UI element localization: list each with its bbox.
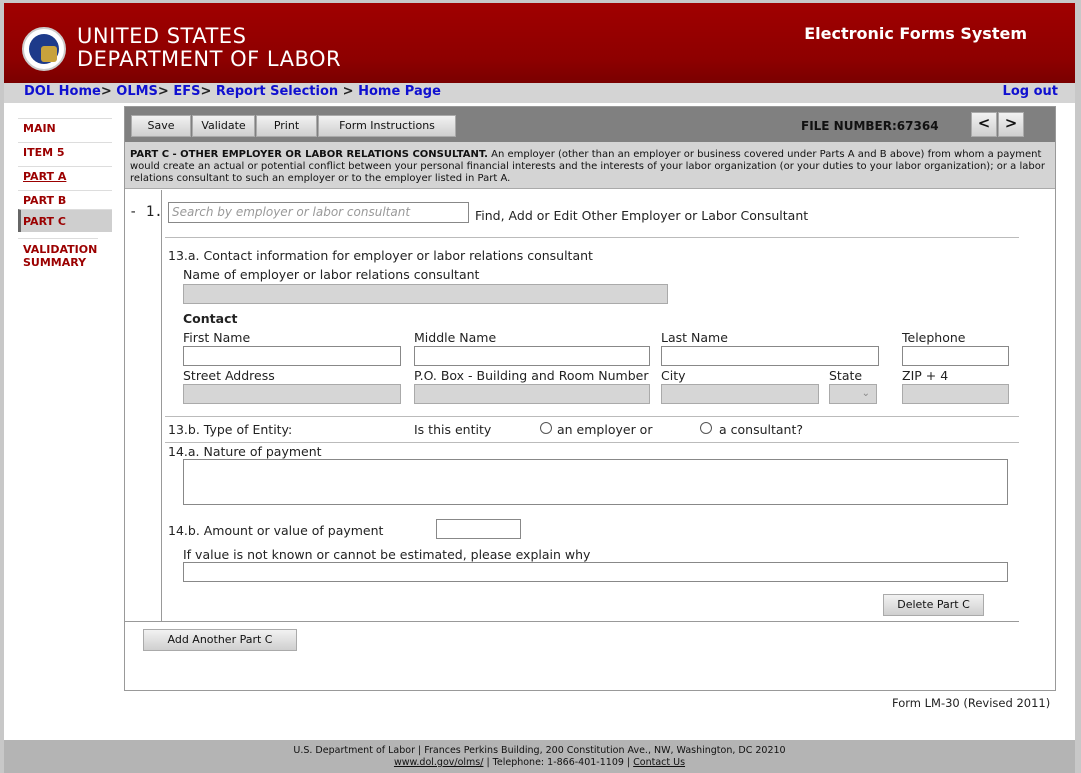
divider — [165, 442, 1019, 443]
section-title: PART C - OTHER EMPLOYER OR LABOR RELATIO… — [130, 149, 488, 160]
q13b-label: 13.b. Type of Entity: — [168, 422, 293, 437]
form-id: Form LM-30 (Revised 2011) — [892, 696, 1051, 710]
org-name-line1: UNITED STATES — [77, 24, 247, 48]
sidebar-nav: MAIN ITEM 5 PART A PART B PART C VALIDAT… — [14, 106, 112, 276]
contact-heading: Contact — [183, 311, 238, 326]
add-another-part-c-button[interactable]: Add Another Part C — [143, 629, 297, 651]
divider — [165, 237, 1019, 238]
toolbar: Save Validate Print Form Instructions FI… — [125, 107, 1055, 142]
crumb-home-page[interactable]: Home Page — [358, 84, 441, 99]
state-label: State — [829, 368, 863, 383]
employer-name-label: Name of employer or labor relations cons… — [183, 267, 480, 282]
last-name-label: Last Name — [661, 330, 728, 345]
validate-button[interactable]: Validate — [192, 115, 255, 137]
footer-contact-link[interactable]: Contact Us — [633, 757, 686, 768]
crumb-efs[interactable]: EFS — [173, 84, 201, 99]
crumb-sep: > — [342, 84, 354, 99]
sidebar-item-part-b[interactable]: PART B — [18, 190, 112, 209]
employer-name-field[interactable] — [183, 284, 668, 304]
sidebar-item-validation-summary[interactable]: VALIDATION SUMMARY — [18, 238, 98, 274]
entity-question: Is this entity — [414, 422, 492, 437]
chevron-down-icon: ⌄ — [861, 388, 870, 399]
last-name-field[interactable] — [661, 346, 879, 366]
previous-button[interactable]: < — [971, 112, 997, 137]
save-button[interactable]: Save — [131, 115, 191, 137]
section-description: PART C - OTHER EMPLOYER OR LABOR RELATIO… — [125, 142, 1055, 189]
file-number: FILE NUMBER:67364 — [801, 119, 939, 133]
street-label: Street Address — [183, 368, 275, 383]
q14b-label: 14.b. Amount or value of payment — [168, 523, 384, 538]
amount-field[interactable] — [436, 519, 521, 539]
logout-link[interactable]: Log out — [1002, 84, 1058, 99]
pobox-label: P.O. Box - Building and Room Number — [414, 368, 649, 383]
employer-search-input[interactable]: Search by employer or labor consultant — [168, 202, 469, 223]
first-name-field[interactable] — [183, 346, 401, 366]
footer-olms-link[interactable]: www.dol.gov/olms/ — [393, 757, 484, 768]
divider — [125, 621, 1019, 622]
system-title: Electronic Forms System — [804, 24, 1027, 43]
sidebar-item-part-a[interactable]: PART A — [18, 166, 112, 190]
crumb-sep: > — [157, 84, 169, 99]
city-field[interactable] — [661, 384, 819, 404]
radio-consultant[interactable] — [700, 422, 712, 434]
footer-address: U.S. Department of Labor | Frances Perki… — [293, 745, 786, 756]
q14a-label: 14.a. Nature of payment — [168, 444, 322, 459]
crumb-dol-home[interactable]: DOL Home — [24, 84, 101, 99]
footer-phone: | Telephone: 1-866-401-1109 | — [483, 757, 634, 768]
search-placeholder: Search by employer or labor consultant — [172, 205, 411, 219]
telephone-field[interactable] — [902, 346, 1009, 366]
entry-number[interactable]: - 1. — [129, 204, 163, 220]
org-name-line2: DEPARTMENT OF LABOR — [77, 47, 342, 71]
zip-field[interactable] — [902, 384, 1009, 404]
breadcrumb: DOL Home> OLMS> EFS> Report Selection > … — [4, 83, 1075, 103]
street-field[interactable] — [183, 384, 401, 404]
entry-divider — [161, 190, 162, 622]
section-text: An employer (other than an employer or b… — [130, 149, 1045, 184]
crumb-olms[interactable]: OLMS — [116, 84, 158, 99]
zip-label: ZIP + 4 — [902, 368, 949, 383]
sidebar-item-part-c[interactable]: PART C — [18, 209, 112, 232]
state-select[interactable]: ⌄ — [829, 384, 877, 404]
site-footer: U.S. Department of Labor | Frances Perki… — [4, 740, 1075, 773]
middle-name-label: Middle Name — [414, 330, 497, 345]
search-hint: Find, Add or Edit Other Employer or Labo… — [475, 208, 809, 223]
divider — [165, 416, 1019, 417]
pobox-field[interactable] — [414, 384, 650, 404]
form-panel: Save Validate Print Form Instructions FI… — [124, 106, 1056, 691]
next-button[interactable]: > — [998, 112, 1024, 137]
crumb-sep: > — [200, 84, 212, 99]
print-button[interactable]: Print — [256, 115, 317, 137]
sidebar-item-main[interactable]: MAIN — [18, 118, 112, 142]
middle-name-field[interactable] — [414, 346, 650, 366]
radio-employer-label: an employer or — [557, 422, 653, 437]
site-header: UNITED STATES DEPARTMENT OF LABOR Electr… — [4, 3, 1075, 83]
delete-part-c-button[interactable]: Delete Part C — [883, 594, 984, 616]
dol-seal-logo[interactable] — [22, 27, 66, 71]
explain-label: If value is not known or cannot be estim… — [183, 547, 591, 562]
explain-field[interactable] — [183, 562, 1008, 582]
telephone-label: Telephone — [902, 330, 966, 345]
crumb-report-selection[interactable]: Report Selection — [215, 84, 339, 99]
radio-employer[interactable] — [540, 422, 552, 434]
radio-consultant-label: a consultant? — [719, 422, 804, 437]
first-name-label: First Name — [183, 330, 251, 345]
sidebar-item-item5[interactable]: ITEM 5 — [18, 142, 112, 166]
crumb-sep: > — [100, 84, 112, 99]
city-label: City — [661, 368, 686, 383]
nature-of-payment-textarea[interactable] — [183, 459, 1008, 505]
form-instructions-button[interactable]: Form Instructions — [318, 115, 456, 137]
q13a-label: 13.a. Contact information for employer o… — [168, 248, 593, 263]
